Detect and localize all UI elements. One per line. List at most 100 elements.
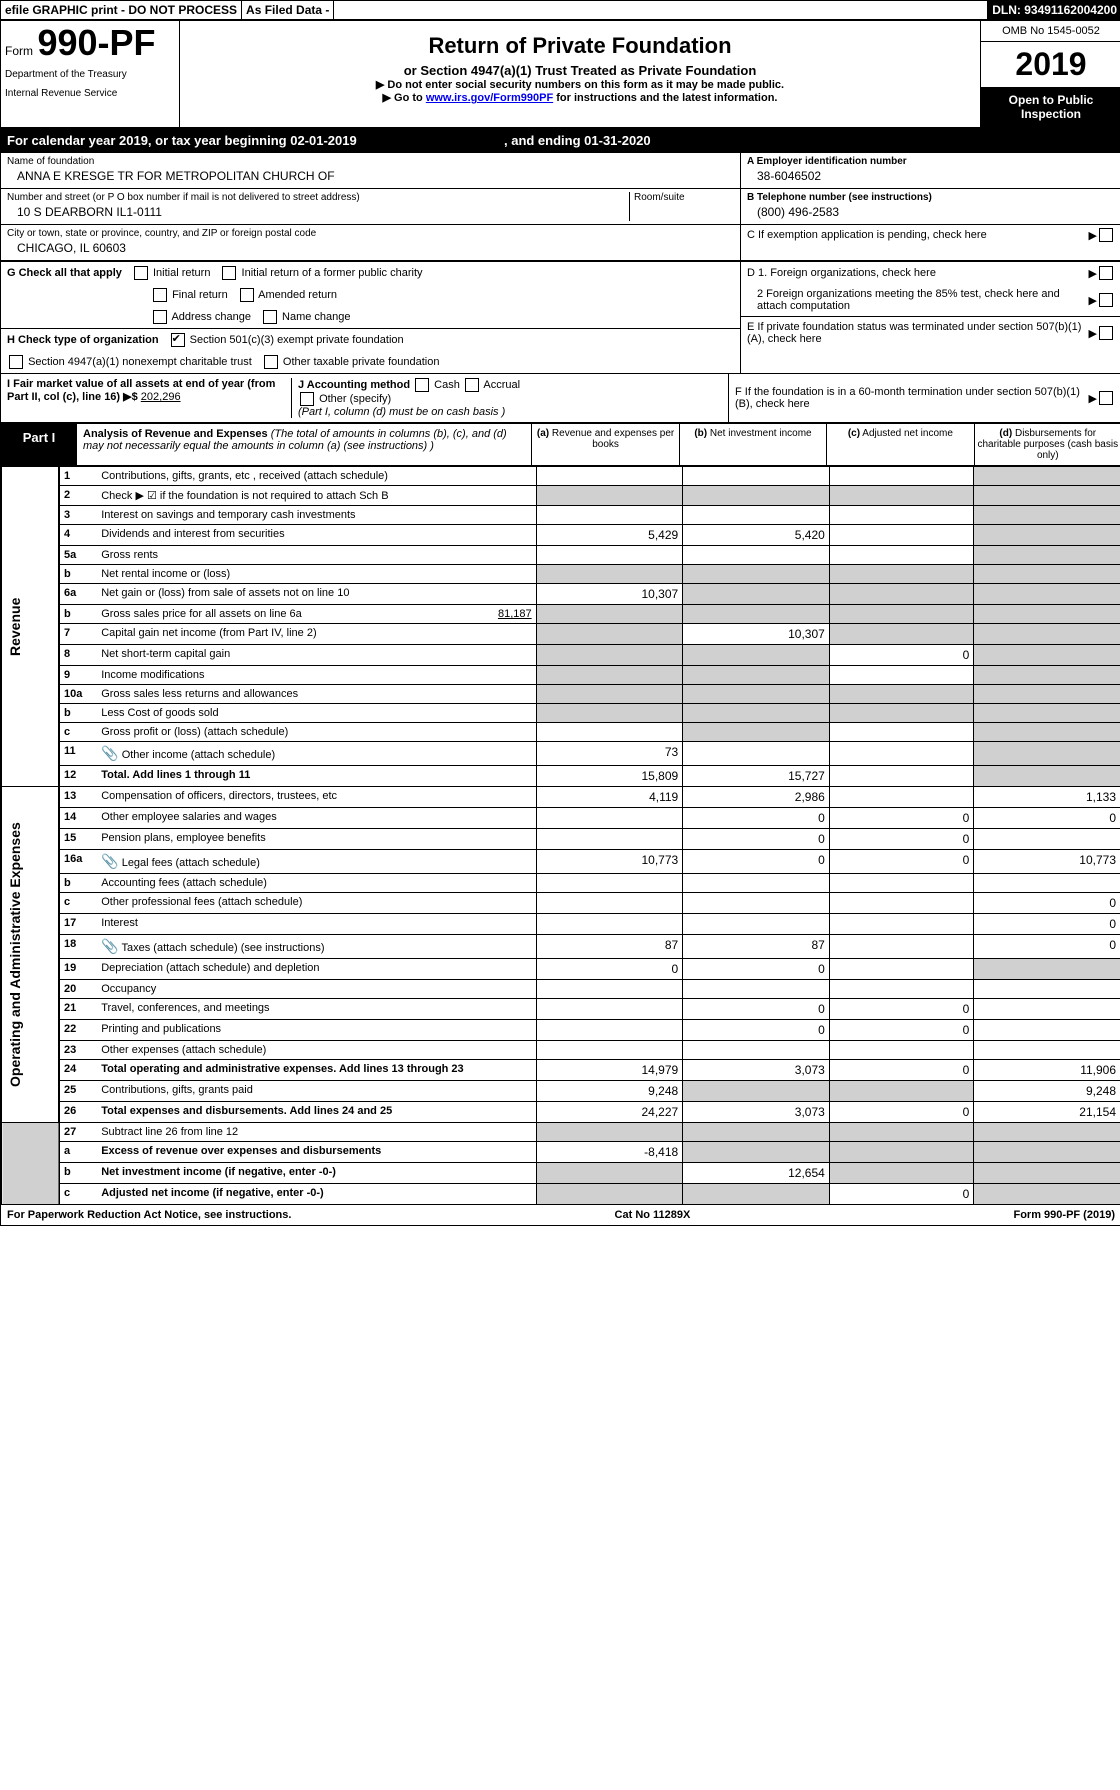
amount-cell: 0 [683,829,830,850]
g-amended-check[interactable] [240,288,254,302]
table-row: bGross sales price for all assets on lin… [2,605,1120,624]
irs-link[interactable]: www.irs.gov/Form990PF [426,92,553,104]
h-501c3-check[interactable] [171,333,185,347]
table-row: bAccounting fees (attach schedule) [2,874,1120,893]
amount-cell: 87 [536,935,683,959]
line-number: c [59,1184,97,1205]
section-side-label: Revenue [2,467,60,787]
amount-cell [829,1081,974,1102]
amount-cell [536,1041,683,1060]
col-d-header: (d) Disbursements for charitable purpose… [974,424,1120,465]
omb-number: OMB No 1545-0052 [981,21,1120,42]
g-final-check[interactable] [153,288,167,302]
amount-cell [829,546,974,565]
amount-cell [974,605,1120,624]
amount-cell [536,666,683,685]
table-row: 5aGross rents [2,546,1120,565]
h-4947-check[interactable] [9,355,23,369]
table-row: bLess Cost of goods sold [2,704,1120,723]
amount-cell [829,584,974,605]
table-row: 9Income modifications [2,666,1120,685]
amount-cell: 0 [683,808,830,829]
amount-cell [683,584,830,605]
amount-cell [829,685,974,704]
line-text: Contributions, gifts, grants, etc , rece… [97,467,536,486]
g-addr-check[interactable] [153,310,167,324]
line-number: 13 [59,787,97,808]
table-row: 8Net short-term capital gain0 [2,645,1120,666]
amount-cell: 9,248 [536,1081,683,1102]
amount-cell [829,893,974,914]
line-text: Adjusted net income (if negative, enter … [97,1184,536,1205]
j-accrual-check[interactable] [465,378,479,392]
amount-cell: 0 [974,935,1120,959]
f-check[interactable] [1099,391,1113,405]
city-label: City or town, state or province, country… [7,228,734,239]
amount-cell [683,1142,830,1163]
amount-cell [536,486,683,506]
table-row: bNet investment income (if negative, ent… [2,1163,1120,1184]
c-label: C If exemption application is pending, c… [747,229,1089,241]
c-checkbox[interactable] [1099,228,1113,242]
line-text: Other expenses (attach schedule) [97,1041,536,1060]
line-text: Excess of revenue over expenses and disb… [97,1142,536,1163]
amount-cell: 0 [683,1020,830,1041]
city: CHICAGO, IL 60603 [7,239,734,257]
line-text: Depreciation (attach schedule) and deple… [97,959,536,980]
amount-cell [683,605,830,624]
table-row: cAdjusted net income (if negative, enter… [2,1184,1120,1205]
section-side-label: Operating and Administrative Expenses [2,787,60,1123]
amount-cell [974,1142,1120,1163]
h-other-tax-check[interactable] [264,355,278,369]
amount-cell: 0 [683,959,830,980]
g-initial-check[interactable] [134,266,148,280]
entity-info: Name of foundation ANNA E KRESGE TR FOR … [1,153,1120,262]
table-row: Operating and Administrative Expenses13C… [2,787,1120,808]
amount-cell [974,742,1120,766]
line-text: Accounting fees (attach schedule) [97,874,536,893]
line-number: 17 [59,914,97,935]
amount-cell [974,829,1120,850]
line-text: 📎 Other income (attach schedule) [97,742,536,766]
table-row: 27Subtract line 26 from line 12 [2,1123,1120,1142]
amount-cell: 0 [829,1020,974,1041]
amount-cell [536,914,683,935]
street-label: Number and street (or P O box number if … [7,192,629,203]
amount-cell: 0 [829,1060,974,1081]
section-side-spacer [2,1123,60,1205]
line-text: Less Cost of goods sold [97,704,536,723]
d1-check[interactable] [1099,266,1113,280]
g-initial-former-check[interactable] [222,266,236,280]
amount-cell [829,506,974,525]
amount-cell [536,808,683,829]
line-number: 16a [59,850,97,874]
line-number: 21 [59,999,97,1020]
g-name-check[interactable] [263,310,277,324]
amount-cell: -8,418 [536,1142,683,1163]
amount-cell [683,1081,830,1102]
amount-cell [536,685,683,704]
amount-cell [829,935,974,959]
table-row: 17Interest0 [2,914,1120,935]
line-text: Gross profit or (loss) (attach schedule) [97,723,536,742]
line-number: b [59,704,97,723]
amount-cell [536,605,683,624]
table-row: 22Printing and publications00 [2,1020,1120,1041]
table-row: cGross profit or (loss) (attach schedule… [2,723,1120,742]
form-subtitle: or Section 4947(a)(1) Trust Treated as P… [188,63,972,78]
j-other-check[interactable] [300,392,314,406]
amount-cell: 10,307 [536,584,683,605]
d2-label: 2 Foreign organizations meeting the 85% … [757,288,1089,312]
amount-cell [536,1123,683,1142]
j-cash-check[interactable] [415,378,429,392]
e-label: E If private foundation status was termi… [747,321,1089,345]
line-number: a [59,1142,97,1163]
amount-cell [536,565,683,584]
d2-check[interactable] [1099,293,1113,307]
line-text: Interest [97,914,536,935]
line-number: b [59,874,97,893]
line-text: Total. Add lines 1 through 11 [97,766,536,787]
e-check[interactable] [1099,326,1113,340]
amount-cell [536,980,683,999]
amount-cell [829,1142,974,1163]
